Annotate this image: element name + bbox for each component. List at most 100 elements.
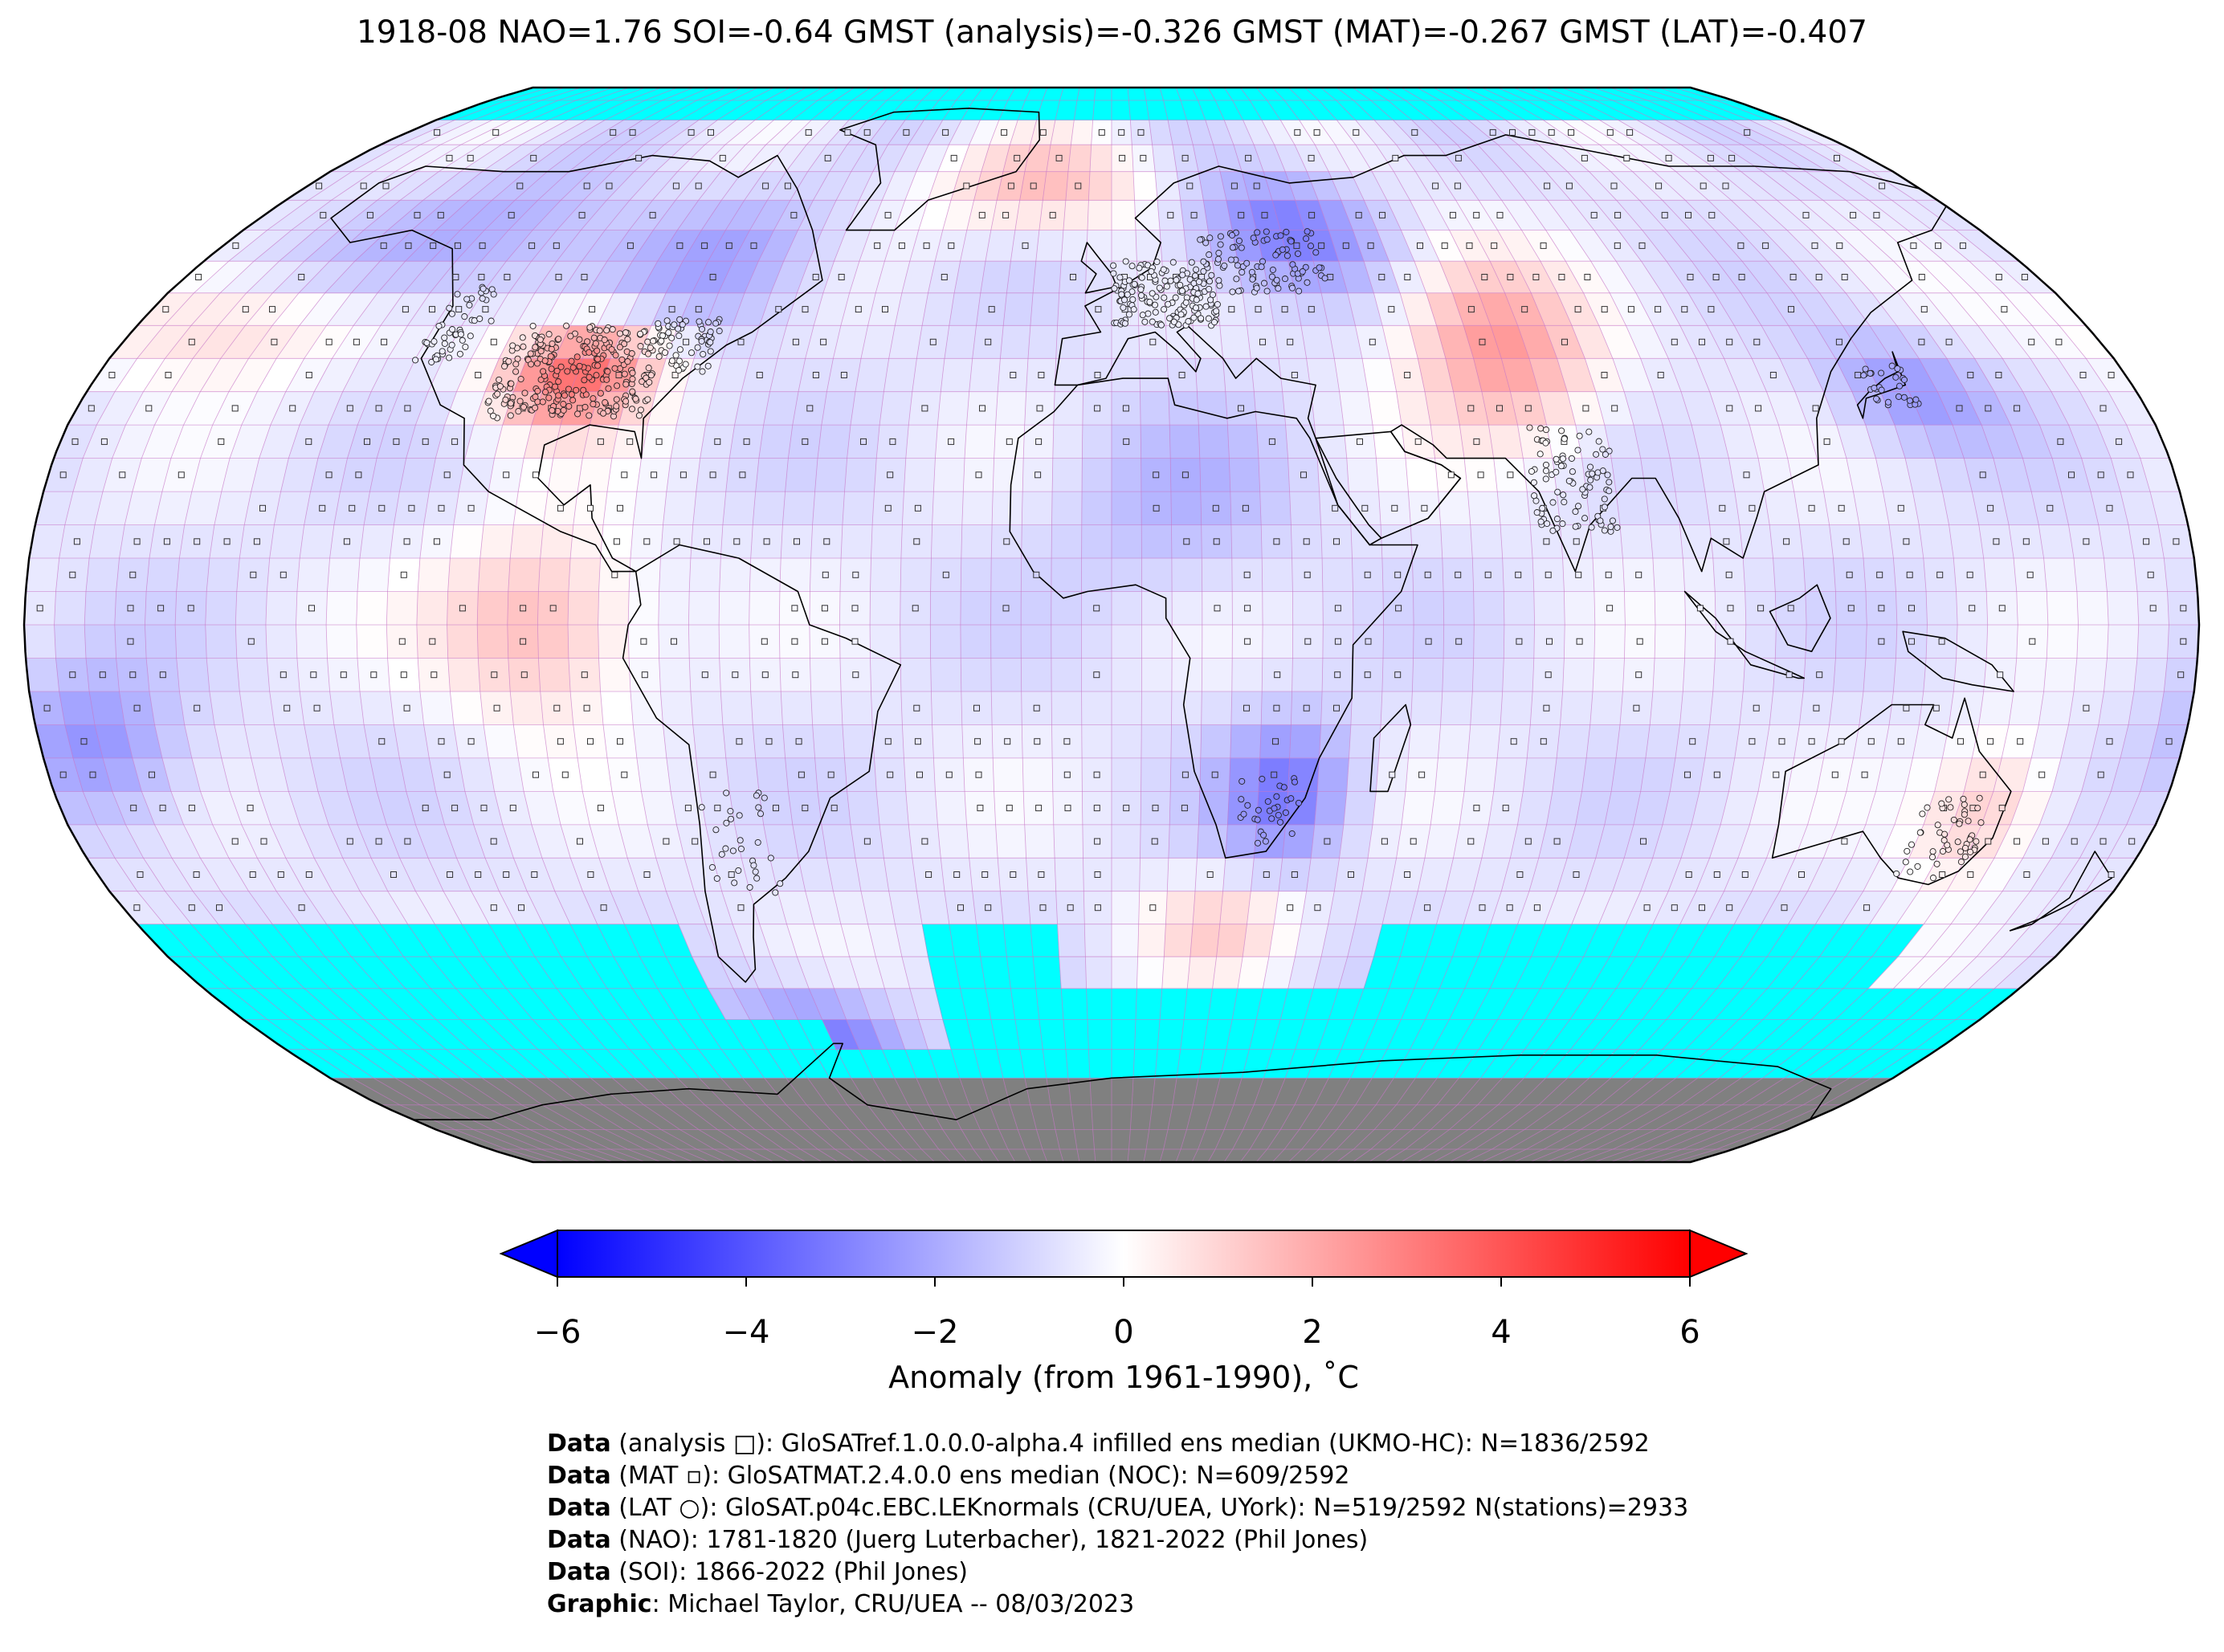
grid-cell (1473, 624, 1505, 659)
analysis-marker (2029, 638, 2036, 645)
grid-cell (2133, 658, 2168, 692)
grid-cell (1042, 171, 1069, 201)
grid-cell (1159, 230, 1188, 262)
grid-cell (1438, 491, 1471, 525)
analysis-marker (1802, 211, 1810, 218)
analysis-marker (2014, 405, 2021, 412)
analysis-marker (443, 471, 451, 479)
analysis-marker (1178, 372, 1185, 378)
station-marker (1129, 296, 1136, 304)
analysis-marker (1410, 838, 1417, 845)
station-marker (700, 350, 707, 358)
station-marker (1193, 266, 1200, 273)
station-marker (1581, 515, 1589, 522)
station-marker (688, 349, 696, 357)
grid-cell (1306, 357, 1340, 393)
station-marker (629, 388, 636, 395)
analysis-marker (298, 904, 305, 912)
station-marker (1568, 455, 1575, 462)
grid-cell (476, 624, 509, 659)
grid-cell (1262, 624, 1294, 659)
station-marker (1957, 859, 1965, 866)
station-marker (1557, 463, 1565, 470)
analysis-marker (232, 242, 239, 249)
analysis-marker (1255, 306, 1262, 313)
analysis-marker (1939, 871, 1946, 878)
analysis-marker (1808, 738, 1815, 745)
station-marker (1160, 266, 1167, 273)
station-marker (1161, 306, 1168, 313)
grid-cell (1131, 1078, 1156, 1106)
analysis-marker (948, 242, 955, 249)
station-marker (1291, 778, 1299, 785)
analysis-marker (1391, 504, 1398, 512)
station-marker (1188, 259, 1195, 266)
analysis-marker (805, 128, 812, 136)
station-marker (560, 401, 567, 408)
grid-cell (1092, 100, 1112, 120)
grid-cell (1925, 591, 1958, 626)
analysis-marker (305, 372, 312, 378)
grid-cell (883, 357, 917, 393)
analysis-marker (346, 405, 353, 412)
station-marker (537, 348, 545, 355)
grid-cell (145, 624, 178, 659)
analysis-marker (381, 338, 388, 345)
analysis-marker (493, 704, 500, 712)
station-marker (682, 361, 689, 368)
analysis-marker (2100, 405, 2107, 412)
analysis-marker (784, 182, 791, 190)
analysis-marker (1094, 871, 1101, 878)
grid-cell (718, 591, 750, 626)
analysis-marker (641, 671, 648, 679)
grid-cell (88, 524, 125, 559)
analysis-marker (422, 805, 429, 812)
analysis-marker (1789, 274, 1797, 280)
analysis-marker (284, 704, 291, 712)
grid-cell (1128, 1129, 1150, 1150)
station-marker (1141, 318, 1149, 325)
analysis-marker (1039, 128, 1047, 136)
analysis-marker (921, 405, 928, 412)
grid-cell (990, 624, 1022, 659)
analysis-marker (676, 242, 684, 249)
analysis-marker (1699, 338, 1705, 345)
station-marker (698, 804, 705, 811)
grid-cell (844, 757, 877, 792)
station-marker (1268, 815, 1275, 822)
analysis-marker (433, 538, 440, 545)
grid-cell (600, 691, 634, 725)
station-marker (1200, 258, 1207, 265)
station-marker (1170, 318, 1177, 325)
analysis-marker (1655, 182, 1663, 190)
grid-cell (1262, 591, 1294, 626)
station-marker (1565, 477, 1573, 484)
grid-cell (1039, 1019, 1067, 1050)
grid-cell (840, 691, 873, 725)
credit-line: Data (analysis □): GloSATref.1.0.0.0-alp… (547, 1428, 1688, 1460)
analysis-marker (577, 838, 583, 845)
analysis-marker (1489, 128, 1496, 136)
grid-cell (1835, 624, 1867, 659)
grid-cell (416, 591, 449, 626)
analysis-marker (1294, 128, 1301, 136)
grid-cell (1289, 724, 1321, 759)
analysis-marker (663, 838, 670, 845)
station-marker (635, 412, 643, 419)
grid-cell (1314, 424, 1348, 459)
station-marker (593, 372, 600, 379)
grid-cell (1413, 591, 1445, 626)
grid-cell (327, 557, 361, 592)
analysis-marker (1987, 504, 1994, 512)
colorbar-tick-label: −2 (912, 1314, 959, 1351)
grid-cell (1111, 88, 1129, 101)
analysis-marker (792, 338, 799, 345)
station-marker (532, 394, 539, 401)
analysis-marker (1274, 671, 1281, 679)
analysis-marker (429, 306, 435, 313)
analysis-marker (73, 538, 80, 545)
analysis-marker (1707, 154, 1714, 161)
grid-cell (1470, 524, 1504, 559)
analysis-marker (404, 405, 411, 412)
analysis-marker (553, 242, 560, 249)
